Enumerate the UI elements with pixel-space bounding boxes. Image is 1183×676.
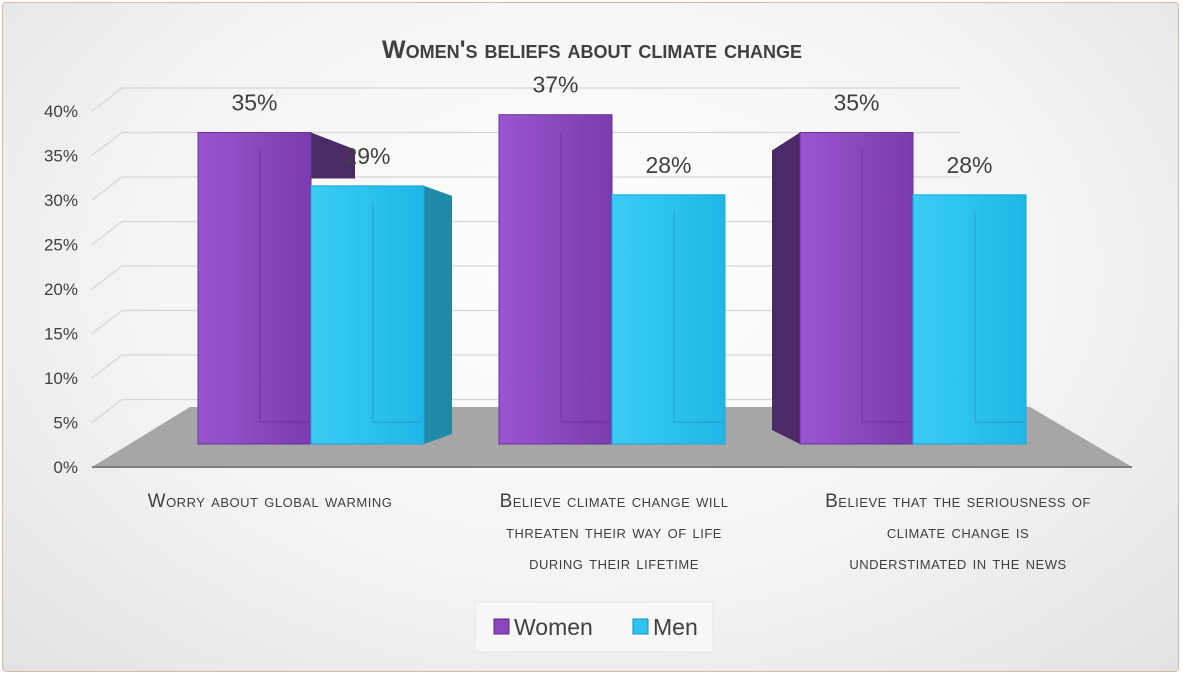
y-tick-label: 35% [44, 147, 78, 166]
data-label: 37% [532, 72, 578, 98]
bars [197, 114, 1027, 445]
y-tick-label: 10% [44, 369, 78, 388]
y-axis: 0% 5% 10% 15% 20% 25% 30% 35% 40% [44, 102, 78, 477]
bar-side-face [424, 185, 452, 444]
legend: Women Men [474, 601, 714, 653]
category-label: Believe climate change will [500, 491, 729, 512]
legend-label-men: Men [653, 614, 698, 640]
y-tick-label: 20% [44, 280, 78, 299]
category-label: Believe that the seriousness of [825, 491, 1091, 512]
legend-swatch-women [493, 618, 510, 635]
legend-swatch-men [632, 618, 649, 635]
gridline [91, 87, 960, 112]
data-label: 28% [645, 152, 691, 178]
bar-women [498, 114, 613, 445]
y-tick-label: 5% [53, 414, 78, 433]
category-label: understimated in the news [849, 553, 1066, 574]
y-tick-label: 0% [53, 458, 78, 477]
data-label: 28% [946, 152, 992, 178]
legend-label-women: Women [514, 614, 593, 640]
bar-women [197, 132, 312, 445]
category-label: Worry about global warming [148, 491, 393, 512]
y-tick-label: 15% [44, 325, 78, 344]
chart-title: Women's beliefs about climate change [382, 36, 802, 64]
data-labels: 35% 29% 37% 28% 35% 28% [231, 72, 992, 178]
legend-box [474, 601, 714, 653]
bar-side-face [311, 132, 355, 179]
bar-side-face [772, 132, 800, 444]
data-label: 35% [231, 90, 277, 116]
data-label: 29% [344, 143, 390, 169]
bar-men [912, 194, 1027, 445]
gridline [91, 131, 960, 156]
bar-inner-edge [372, 201, 422, 423]
gridline [91, 176, 960, 201]
bar-men [310, 185, 425, 445]
bar-inner-edge [259, 148, 309, 423]
bar-men [611, 194, 726, 445]
category-labels: Worry about global warming Believe climat… [148, 491, 1091, 574]
y-tick-label: 25% [44, 236, 78, 255]
category-label: during their lifetime [529, 553, 699, 574]
category-label: threaten their way of life [506, 522, 722, 543]
bar-inner-edge [861, 148, 911, 423]
bar-inner-edge [974, 210, 1024, 423]
y-tick-label: 40% [44, 102, 78, 121]
data-label: 35% [833, 90, 879, 116]
y-tick-label: 30% [44, 191, 78, 210]
bar-inner-edge [673, 210, 723, 423]
bar-inner-edge [560, 130, 610, 423]
bar-women [799, 132, 914, 445]
category-label: climate change is [887, 522, 1029, 543]
